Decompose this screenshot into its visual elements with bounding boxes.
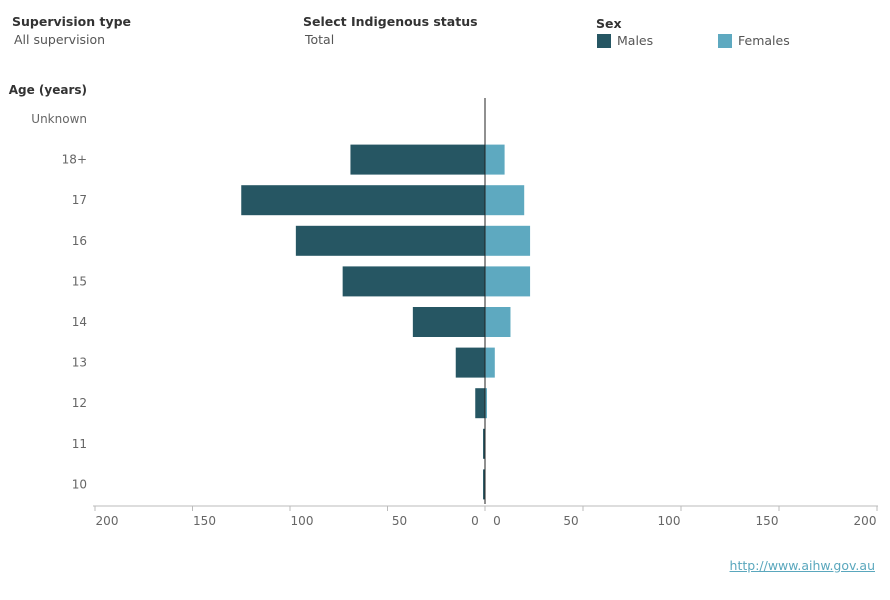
x-tick-label: 200 [854, 514, 877, 528]
indigenous-status-title: Select Indigenous status [303, 14, 478, 29]
y-tick-label: Unknown [31, 112, 87, 126]
bar-males [483, 428, 485, 459]
bar-females [485, 347, 495, 378]
bar-males [342, 266, 485, 297]
bar-males [455, 347, 485, 378]
y-tick-label: 12 [72, 396, 87, 410]
bar-males [475, 388, 485, 419]
supervision-type-select[interactable]: All supervision [14, 32, 106, 47]
y-tick-label: 17 [72, 193, 87, 207]
bar-females [485, 185, 525, 216]
legend-swatch-females [718, 33, 732, 48]
legend-item-males[interactable]: Males [597, 33, 653, 48]
bar-females [485, 307, 511, 337]
bar-males [241, 185, 485, 216]
x-tick-label: 100 [658, 514, 681, 528]
x-tick-label: 0 [493, 514, 501, 528]
indigenous-status-select[interactable]: Total [305, 32, 335, 47]
y-tick-label: 13 [72, 356, 87, 370]
x-tick-label: 100 [291, 514, 314, 528]
legend-swatch-males [597, 33, 611, 48]
y-tick-label: 15 [72, 274, 87, 288]
y-tick-label: 18+ [62, 153, 87, 167]
bar-males [350, 144, 485, 175]
aihw-link[interactable]: http://www.aihw.gov.au [729, 558, 875, 573]
supervision-type-title: Supervision type [12, 14, 132, 29]
legend-label-females: Females [738, 33, 790, 48]
x-tick-label: 50 [392, 514, 407, 528]
y-axis-label: Age (years) [9, 83, 87, 97]
x-tick-label: 150 [193, 514, 216, 528]
bar-females [485, 225, 531, 256]
bar-females [485, 388, 487, 419]
bar-males [412, 307, 485, 337]
bar-females [485, 266, 531, 297]
y-tick-label: 16 [72, 234, 87, 248]
legend-label-males: Males [617, 33, 654, 48]
x-tick-label: 150 [756, 514, 779, 528]
y-tick-label: 10 [72, 477, 87, 491]
x-tick-label: 200 [96, 514, 119, 528]
y-tick-label: 14 [72, 315, 87, 329]
legend-item-females[interactable]: Females [718, 33, 790, 48]
bar-females [485, 144, 505, 175]
bar-males [295, 225, 485, 256]
x-tick-label: 0 [471, 514, 479, 528]
x-tick-label: 50 [563, 514, 578, 528]
y-tick-label: 11 [72, 437, 87, 451]
bar-males [483, 469, 485, 500]
legend-title: Sex [596, 16, 622, 31]
